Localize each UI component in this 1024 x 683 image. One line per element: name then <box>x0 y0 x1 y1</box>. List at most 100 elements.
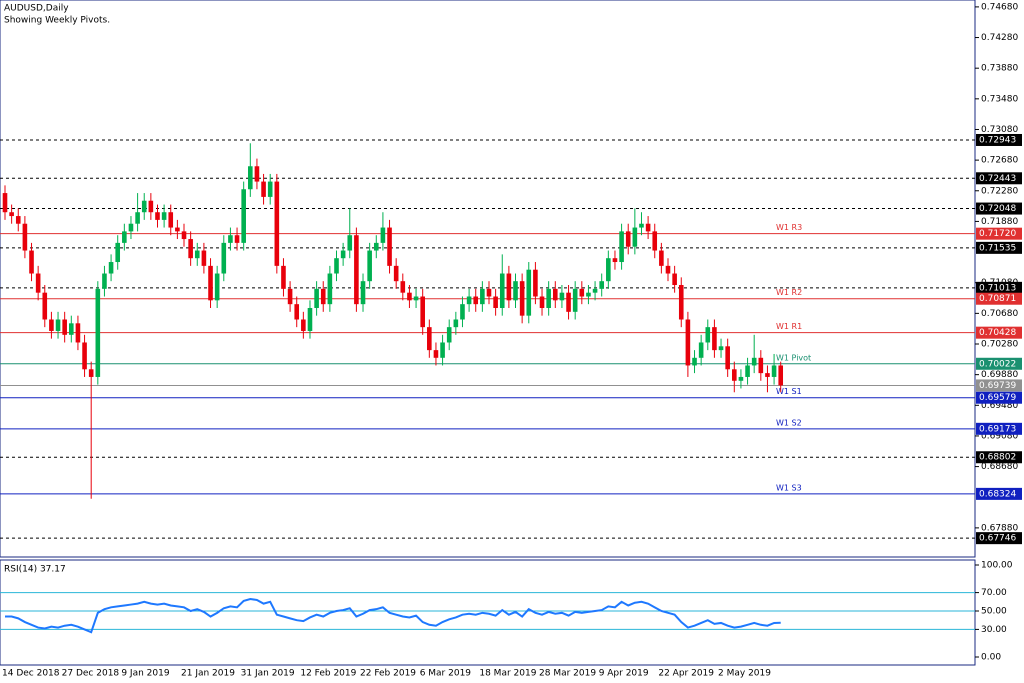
candle-body <box>539 296 545 308</box>
candle-body <box>380 227 386 243</box>
candle-body <box>718 346 724 351</box>
x-tick-label: 27 Dec 2018 <box>62 669 120 679</box>
x-tick-label: 31 Jan 2019 <box>241 669 295 679</box>
candle-body <box>393 265 399 282</box>
y-tick-label: 0.73080 <box>981 125 1018 135</box>
candle-body <box>592 288 598 293</box>
candle-body <box>320 288 326 305</box>
candle-body <box>141 200 147 213</box>
candle-body <box>9 212 14 217</box>
candle-body <box>373 242 379 251</box>
y-tick-label: 0.73480 <box>981 94 1018 104</box>
chart-subtitle: Showing Weekly Pivots. <box>4 16 110 26</box>
level-label: 0.68802 <box>979 453 1016 463</box>
candle-body <box>672 273 677 286</box>
y-tick-label: 0.72680 <box>981 156 1018 166</box>
candle-body <box>281 265 286 289</box>
candle-body <box>559 292 565 301</box>
candle-body <box>102 273 107 289</box>
candle-body <box>181 231 187 240</box>
candle-body <box>287 288 293 305</box>
level-box <box>976 391 1022 404</box>
y-tick-label: 0.74280 <box>981 33 1018 43</box>
candle-body <box>2 193 8 213</box>
candle-body <box>506 273 512 301</box>
candle-body <box>347 235 353 251</box>
candle-body <box>612 258 618 263</box>
candle-body <box>194 250 200 259</box>
level-box <box>976 422 1022 435</box>
candle-body <box>765 373 770 377</box>
level-label: 0.72443 <box>979 174 1016 184</box>
candle-body <box>579 288 585 297</box>
candle-body <box>732 369 737 381</box>
pivot-name: W1 R3 <box>776 223 802 232</box>
candle-body <box>261 181 266 197</box>
x-tick-label: 22 Feb 2019 <box>360 669 416 679</box>
candle-body <box>161 212 167 220</box>
candle-body <box>645 223 651 232</box>
candle-body <box>751 357 757 366</box>
candle-body <box>82 342 87 370</box>
candle-body <box>135 212 140 224</box>
candle-body <box>685 319 691 366</box>
candle-body <box>586 292 591 297</box>
level-box <box>976 202 1022 215</box>
level-label: 0.69739 <box>979 381 1016 391</box>
y-tick-label: 30.00 <box>981 625 1007 635</box>
x-tick-label: 22 Apr 2019 <box>658 669 714 679</box>
candle-body <box>599 281 604 289</box>
candle-body <box>95 288 101 377</box>
candle-body <box>606 258 611 282</box>
candle-body <box>75 323 81 343</box>
candle-body <box>652 231 658 251</box>
candle-body <box>625 231 631 247</box>
candle-body <box>453 319 459 328</box>
level-label: 0.70428 <box>979 328 1016 338</box>
candle-body <box>758 357 764 374</box>
level-box <box>976 241 1022 254</box>
main-panel <box>0 0 976 558</box>
candle-body <box>148 200 154 213</box>
y-tick-label: 70.00 <box>981 588 1007 598</box>
candle-body <box>340 250 346 259</box>
rsi-panel <box>0 559 976 666</box>
candle-body <box>659 250 664 266</box>
candle-body <box>745 365 750 377</box>
candle-body <box>15 216 21 224</box>
candle-body <box>307 307 313 331</box>
candle-body <box>234 235 240 243</box>
y-tick-label: 0.00 <box>981 653 1001 663</box>
chart-title: AUDUSD,Daily <box>4 4 69 14</box>
candle-body <box>493 296 498 308</box>
candle-body <box>267 181 273 197</box>
level-box <box>976 451 1022 464</box>
y-tick-label: 50.00 <box>981 607 1007 617</box>
y-tick-label: 100.00 <box>981 561 1013 571</box>
level-box <box>976 487 1022 500</box>
rsi-title: RSI(14) 37.17 <box>4 565 66 575</box>
candle-body <box>460 304 465 320</box>
y-tick-label: 0.73880 <box>981 64 1018 74</box>
candle-body <box>533 269 538 297</box>
y-tick-label: 0.70680 <box>981 309 1018 319</box>
candle-body <box>778 365 784 386</box>
pivot-name: W1 R2 <box>776 288 802 297</box>
candle-body <box>473 296 479 305</box>
candle-body <box>301 319 306 331</box>
x-tick-label: 2 May 2019 <box>718 669 771 679</box>
y-tick-label: 0.67880 <box>981 523 1018 533</box>
candle-body <box>407 292 412 301</box>
x-tick-label: 9 Jan 2019 <box>121 669 169 679</box>
candle-body <box>738 376 744 381</box>
level-box <box>976 281 1022 294</box>
candle-body <box>665 265 671 274</box>
level-box <box>976 172 1022 185</box>
candle-body <box>546 288 551 308</box>
candle-body <box>334 258 339 274</box>
candle-body <box>420 296 425 328</box>
candle-body <box>201 250 207 266</box>
x-tick-label: 18 Mar 2019 <box>479 669 536 679</box>
candle-body <box>42 292 48 320</box>
candle-body <box>360 281 366 305</box>
